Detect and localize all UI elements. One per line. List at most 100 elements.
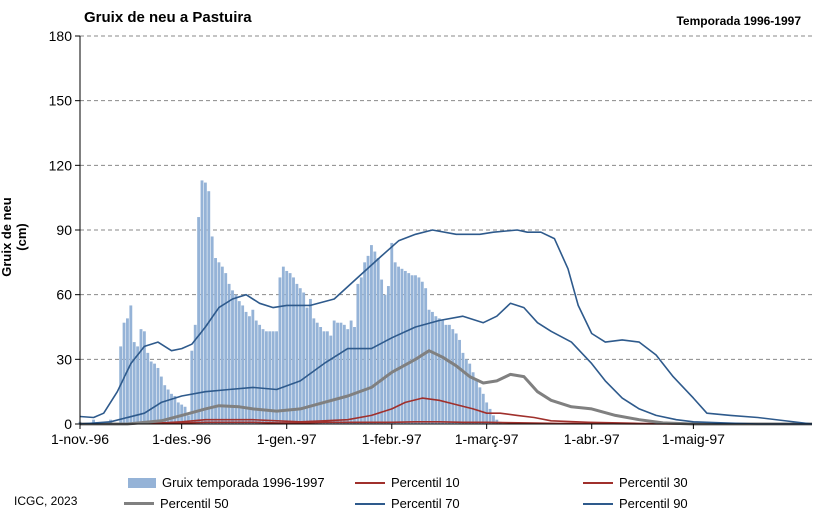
bars-layer — [78, 180, 502, 424]
snow-depth-bar — [370, 245, 373, 424]
snow-depth-bar — [342, 324, 346, 424]
snow-depth-bar — [241, 305, 245, 424]
snow-depth-bar — [302, 292, 306, 424]
y-tick-label: 150 — [49, 93, 73, 109]
snow-depth-bar — [132, 342, 136, 424]
snow-depth-bar — [417, 277, 421, 424]
snow-depth-bar — [285, 270, 289, 424]
snow-depth-bar — [376, 258, 380, 424]
snow-depth-bar — [397, 266, 400, 424]
snow-depth-bar — [214, 258, 217, 424]
snow-depth-bar — [329, 335, 333, 424]
snow-depth-bar — [288, 273, 292, 424]
snow-depth-bar — [197, 217, 201, 424]
snow-depth-bar — [475, 380, 478, 424]
snow-depth-bar — [441, 320, 445, 424]
y-tick-label: 0 — [64, 416, 72, 432]
snow-depth-bar — [187, 415, 190, 424]
snow-depth-bar — [424, 288, 428, 424]
snow-depth-bar — [478, 387, 482, 424]
snow-depth-bar — [217, 262, 221, 424]
x-tick-label: 1-maig-97 — [662, 431, 725, 447]
y-tick-label: 30 — [56, 351, 72, 367]
snow-depth-bar — [325, 331, 329, 424]
snow-depth-bar — [305, 307, 309, 424]
snow-depth-bar — [468, 363, 472, 424]
snow-depth-bar — [173, 395, 177, 424]
y-tick-label: 90 — [56, 222, 72, 238]
snow-depth-bar — [373, 251, 377, 424]
snow-depth-bar — [295, 283, 299, 424]
snow-depth-bar — [451, 329, 455, 424]
percentil-30-line — [80, 397, 812, 425]
snow-depth-bar — [275, 331, 278, 424]
x-tick-label: 1-nov.-96 — [51, 431, 109, 447]
snow-depth-bar — [356, 283, 360, 424]
snow-depth-bar — [492, 415, 495, 424]
percentil-70-line — [79, 302, 812, 425]
snow-depth-bar — [458, 339, 461, 424]
snow-depth-bar — [261, 329, 265, 424]
snow-depth-bar — [142, 331, 146, 424]
x-tick-label: 1-març-97 — [455, 431, 519, 447]
snow-depth-bar — [339, 322, 343, 424]
snow-depth-bar — [251, 309, 255, 424]
snow-depth-bar — [410, 275, 414, 424]
snow-depth-bar — [237, 301, 241, 424]
snow-depth-bar — [366, 255, 370, 424]
snow-depth-bar — [332, 320, 336, 424]
x-tick-label: 1-febr.-97 — [362, 431, 422, 447]
grid-layer — [80, 35, 812, 360]
snow-depth-bar — [464, 359, 468, 424]
snow-depth-bar — [190, 350, 194, 424]
snow-depth-bar — [298, 288, 302, 424]
snow-depth-bar — [136, 346, 140, 424]
snow-depth-bar — [193, 324, 197, 424]
snow-depth-bar — [248, 316, 251, 424]
snow-depth-bar — [92, 419, 95, 424]
snow-depth-bar — [461, 352, 465, 424]
snow-depth-bar — [359, 277, 363, 424]
x-tick-label: 1-gen.-97 — [257, 431, 317, 447]
snow-depth-bar — [444, 324, 448, 424]
snow-depth-bar — [234, 294, 238, 424]
snow-depth-bar — [390, 242, 394, 424]
snow-depth-bar — [420, 281, 424, 424]
snow-depth-bar — [454, 333, 458, 424]
snow-depth-bar — [319, 327, 323, 424]
percentil-10-line — [80, 420, 812, 425]
axis-layer: 0 30 60 90 120 150 180 1-nov.-96 1-des.-96 1-gen.… — [49, 28, 812, 447]
snow-depth-bar — [166, 389, 170, 424]
chart-title: Gruix de neu a Pastuira — [84, 9, 252, 26]
snow-depth-bar — [156, 367, 160, 424]
snow-depth-bar — [393, 262, 397, 424]
snow-depth-bar — [200, 180, 204, 424]
snow-depth-bar — [268, 331, 272, 424]
snow-depth-bar — [363, 262, 367, 424]
snow-depth-bar — [149, 361, 153, 424]
snow-depth-bar — [146, 352, 150, 424]
snow-depth-bar — [315, 322, 319, 424]
snow-depth-bar — [176, 402, 180, 424]
snow-depth-bar — [407, 273, 411, 424]
snow-depth-bar — [224, 273, 228, 424]
snow-depth-bar — [207, 191, 211, 424]
snow-depth-bar — [210, 236, 214, 424]
snow-depth-bar — [254, 320, 258, 424]
snow-depth-bar — [292, 277, 295, 424]
y-tick-label: 120 — [49, 157, 73, 173]
snow-depth-bar — [488, 408, 492, 424]
snow-depth-bar — [122, 322, 126, 424]
snow-depth-bar — [322, 331, 326, 424]
chart-subtitle: Temporada 1996-1997 — [676, 14, 801, 28]
snow-depth-bar — [386, 286, 390, 424]
snow-depth-bar — [437, 318, 441, 424]
percentil-90-line — [79, 229, 813, 425]
credit-text: ICGC, 2023 — [14, 494, 78, 508]
snow-depth-bar — [349, 320, 353, 424]
snow-depth-bar — [481, 393, 485, 424]
lines-layer — [79, 229, 813, 426]
y-tick-label: 60 — [56, 287, 72, 303]
snow-depth-bar — [403, 270, 407, 424]
